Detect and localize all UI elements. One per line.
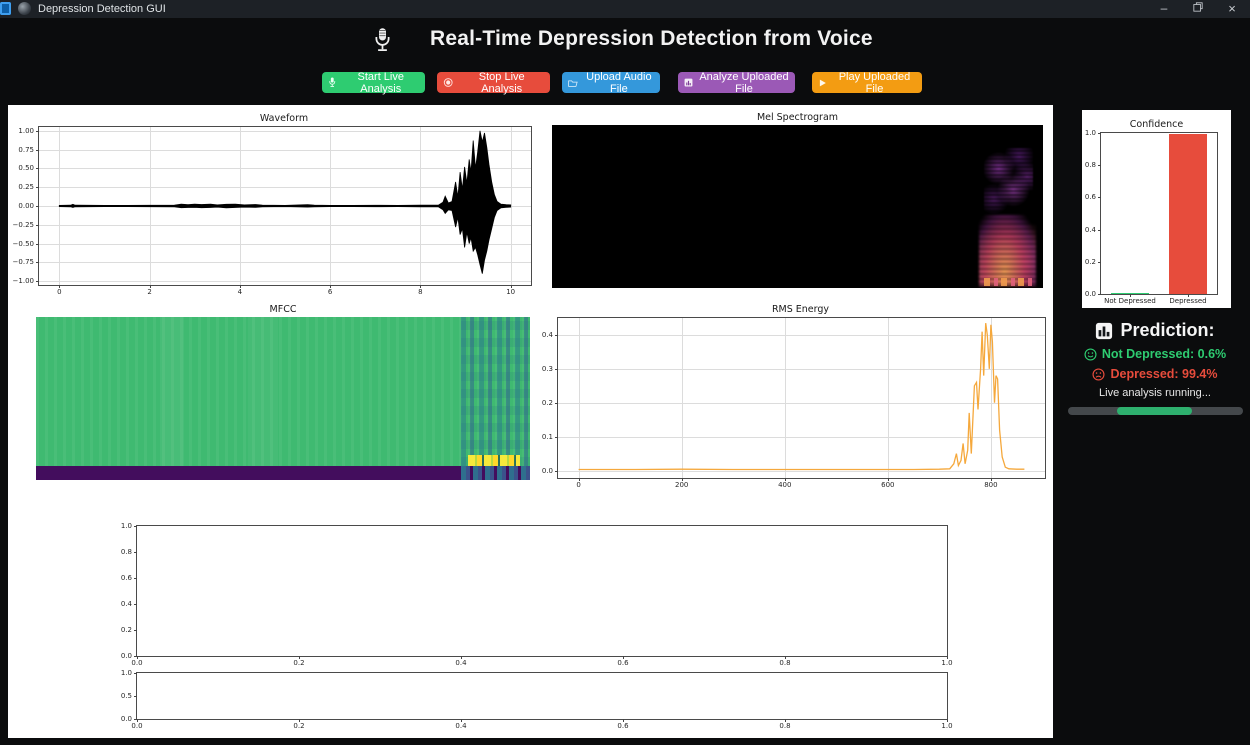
minimize-button[interactable]: – (1160, 1, 1168, 15)
confidence-title: Confidence (1129, 119, 1184, 130)
taskbar-icon-fragment (0, 2, 11, 15)
analyze-uploaded-file-button[interactable]: Analyze Uploaded File (678, 71, 795, 95)
restore-icon (1193, 2, 1203, 12)
close-button[interactable]: × (1228, 1, 1236, 16)
mfcc-image (36, 317, 530, 480)
depressed-result: Depressed: 99.4% (1060, 367, 1250, 381)
maximize-button[interactable] (1182, 0, 1214, 18)
window-title: Depression Detection GUI (38, 3, 166, 15)
rms-energy-plot: 0 200 400 600 800 0.0 0.1 0.2 0.3 0.4 (542, 317, 1046, 489)
sad-face-icon (1092, 367, 1105, 381)
mel-spectrogram-image (552, 125, 1043, 288)
record-circle-icon (443, 78, 453, 87)
mfcc-active-region (460, 317, 530, 467)
bar-chart-icon (1096, 322, 1113, 339)
progress-bar (1068, 407, 1243, 415)
mfcc-yellow-band (468, 454, 521, 467)
title-bar: Depression Detection GUI – × (0, 0, 1250, 18)
rms-energy-title: RMS Energy (771, 304, 830, 315)
confidence-bar-chart: Not Depressed Depressed 0.0 0.2 0.4 0.6 0.8 1.0 (1085, 129, 1218, 305)
stop-live-analysis-button[interactable]: Stop Live Analysis (437, 71, 550, 95)
start-live-analysis-button[interactable]: Start Live Analysis (322, 71, 425, 95)
smiley-face-icon (1084, 347, 1097, 361)
upload-audio-file-button[interactable]: Upload Audio File (562, 71, 660, 95)
waveform-title: Waveform (259, 113, 309, 124)
mel-harmonics-blob (984, 147, 1034, 217)
waveform-plot: 0 2 4 6 8 10 −1.00 −0.75 −0.50 −0.25 0.00 0.25 0.50 0… (13, 126, 532, 296)
play-uploaded-file-button[interactable]: Play Uploaded File (812, 71, 922, 95)
mfcc-title: MFCC (269, 304, 297, 315)
mfcc-bottom-right-cells (460, 466, 530, 480)
bar-chart-icon (684, 78, 693, 87)
prediction-heading: Prediction: (1060, 320, 1250, 341)
mel-energy-blob (979, 214, 1037, 287)
mfcc-light-column (248, 317, 279, 467)
confidence-panel: Confidence Not Depressed Depressed 0.0 0.2 0… (1082, 110, 1231, 308)
progress-fill (1117, 407, 1193, 415)
open-folder-icon (568, 79, 578, 87)
status-text: Live analysis running... (1099, 387, 1211, 399)
microphone-icon (329, 77, 336, 87)
page-title: Real-Time Depression Detection from Voic… (430, 27, 873, 50)
not-depressed-result: Not Depressed: 0.6% (1060, 347, 1250, 361)
microphone-icon (372, 26, 393, 60)
mel-bottom-dashes (984, 278, 1034, 287)
empty-plot-top: 0.0 0.2 0.4 0.6 0.8 1.0 0.0 0.2 0.4 0.6 0.8 1.0 (120, 522, 953, 667)
empty-plot-bottom: 0.0 0.2 0.4 0.6 0.8 1.0 0.0 0.5 1.0 (120, 669, 953, 730)
play-triangle-icon (819, 79, 826, 86)
mfcc-striations (36, 317, 530, 480)
figure-panel: Waveform 0 2 4 6 8 10 −1.00 −0.75 −0.50 −0.25 0.00… (8, 105, 1053, 738)
app-icon (18, 2, 31, 15)
mfcc-bottom-band (36, 466, 530, 480)
mel-spectrogram-title: Mel Spectrogram (756, 112, 839, 123)
mfcc-light-column (159, 317, 185, 467)
